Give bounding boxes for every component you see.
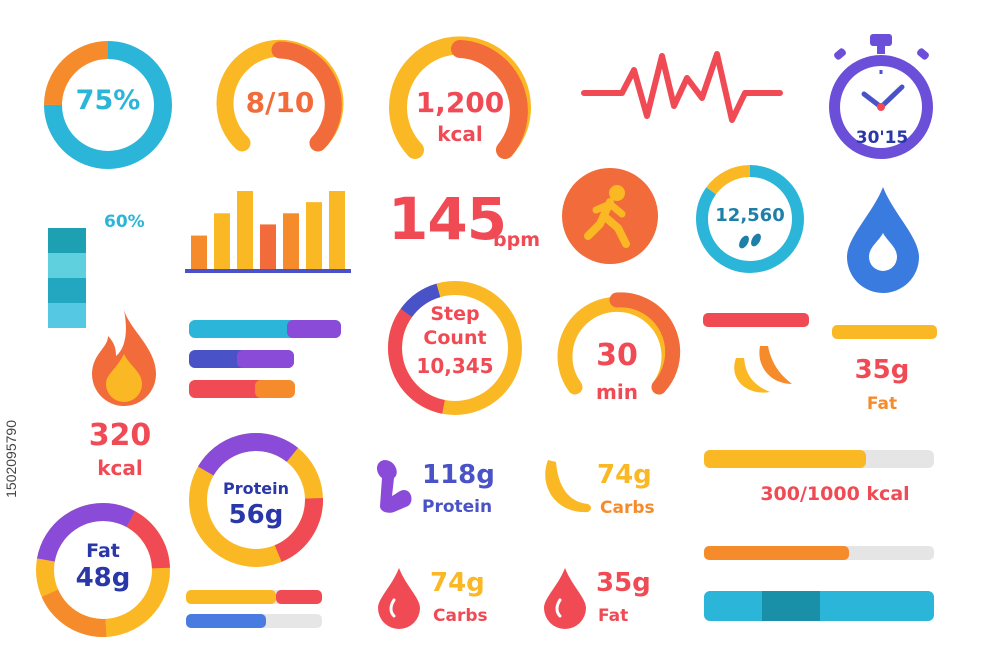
calories-burned-unit: kcal: [97, 456, 143, 480]
fat-bar-label: Fat: [866, 394, 898, 414]
drop-icon-carbs: [378, 568, 420, 629]
macro-protein-value: 118g: [422, 460, 495, 490]
step-count-label-1: Step: [430, 303, 480, 325]
runner-icon: [562, 168, 658, 264]
calorie-gauge-unit: kcal: [437, 122, 483, 146]
mini-bar-chart: [185, 191, 351, 273]
macro-carbs2-label: Carbs: [433, 606, 488, 626]
mini-bar-chart-bar: [260, 224, 276, 269]
banana-icon: [545, 460, 591, 513]
macro-carbs-label: Carbs: [600, 498, 655, 518]
mini-bar-chart-bar: [283, 213, 299, 269]
fat-bar-value: 35g: [854, 355, 910, 385]
stopwatch-time: 30'15: [855, 128, 909, 148]
banana-icon-small: [734, 346, 792, 393]
steps-ring-value: 12,560: [715, 205, 785, 226]
footprints-icon: [739, 233, 761, 249]
watermark-id: 1502095790: [3, 420, 19, 498]
mini-bar-chart-bar: [214, 213, 230, 269]
minutes-gauge-value: 30: [596, 338, 638, 373]
fat-bar: [832, 325, 937, 339]
macro-mini-bars: [186, 590, 322, 628]
calories-burned-value: 320: [88, 418, 152, 453]
calorie-progress-bar-1: [704, 450, 934, 468]
fat-ring: [36, 503, 170, 637]
percent-ring-value: 75%: [75, 85, 141, 116]
score-gauge-value: 8/10: [245, 86, 315, 119]
mini-bar-chart-bar: [329, 191, 345, 269]
heartbeat-icon: [581, 51, 783, 123]
mini-bar-chart-bar: [191, 235, 207, 269]
water-drop-icon: [847, 187, 919, 293]
vertical-gauge: [48, 228, 86, 328]
mini-bar-chart-bar: [237, 191, 253, 269]
mini-bar-chart-bar: [306, 202, 322, 269]
step-count-label-2: Count: [423, 327, 487, 349]
protein-ring-label: Protein: [223, 479, 289, 498]
macro-fat-label: Fat: [598, 606, 629, 626]
minutes-gauge: [557, 292, 681, 395]
macro-carbs2-value: 74g: [430, 568, 485, 598]
calorie-progress-bar-3: [704, 591, 934, 621]
horizontal-bars: [189, 320, 341, 398]
flame-icon: [92, 310, 156, 406]
calorie-progress-bar-2: [704, 546, 934, 560]
protein-ring-value: 56g: [228, 500, 284, 530]
step-count-value: 10,345: [416, 354, 494, 378]
vertical-gauge-value: 60%: [104, 212, 145, 232]
heart-rate-unit: bpm: [493, 229, 540, 251]
pink-bar: [703, 313, 809, 327]
calorie-progress-text: 300/1000 kcal: [760, 483, 910, 505]
macro-protein-label: Protein: [422, 497, 493, 517]
drop-icon-fat: [544, 568, 586, 629]
calorie-gauge: [389, 36, 531, 159]
stopwatch-icon: [829, 34, 933, 159]
minutes-gauge-unit: min: [596, 380, 638, 404]
protein-ring: [189, 433, 323, 567]
heart-rate-value: 145: [388, 185, 507, 253]
fat-ring-label: Fat: [86, 540, 120, 562]
calorie-gauge-value: 1,200: [415, 86, 505, 119]
fat-ring-value: 48g: [75, 563, 131, 593]
macro-carbs-value: 74g: [597, 460, 652, 490]
step-count-ring: [388, 281, 522, 415]
percent-ring: [44, 41, 172, 169]
macro-fat-value: 35g: [596, 568, 651, 598]
bicep-icon: [377, 460, 412, 513]
score-gauge: [216, 39, 344, 152]
steps-ring: [696, 165, 804, 273]
